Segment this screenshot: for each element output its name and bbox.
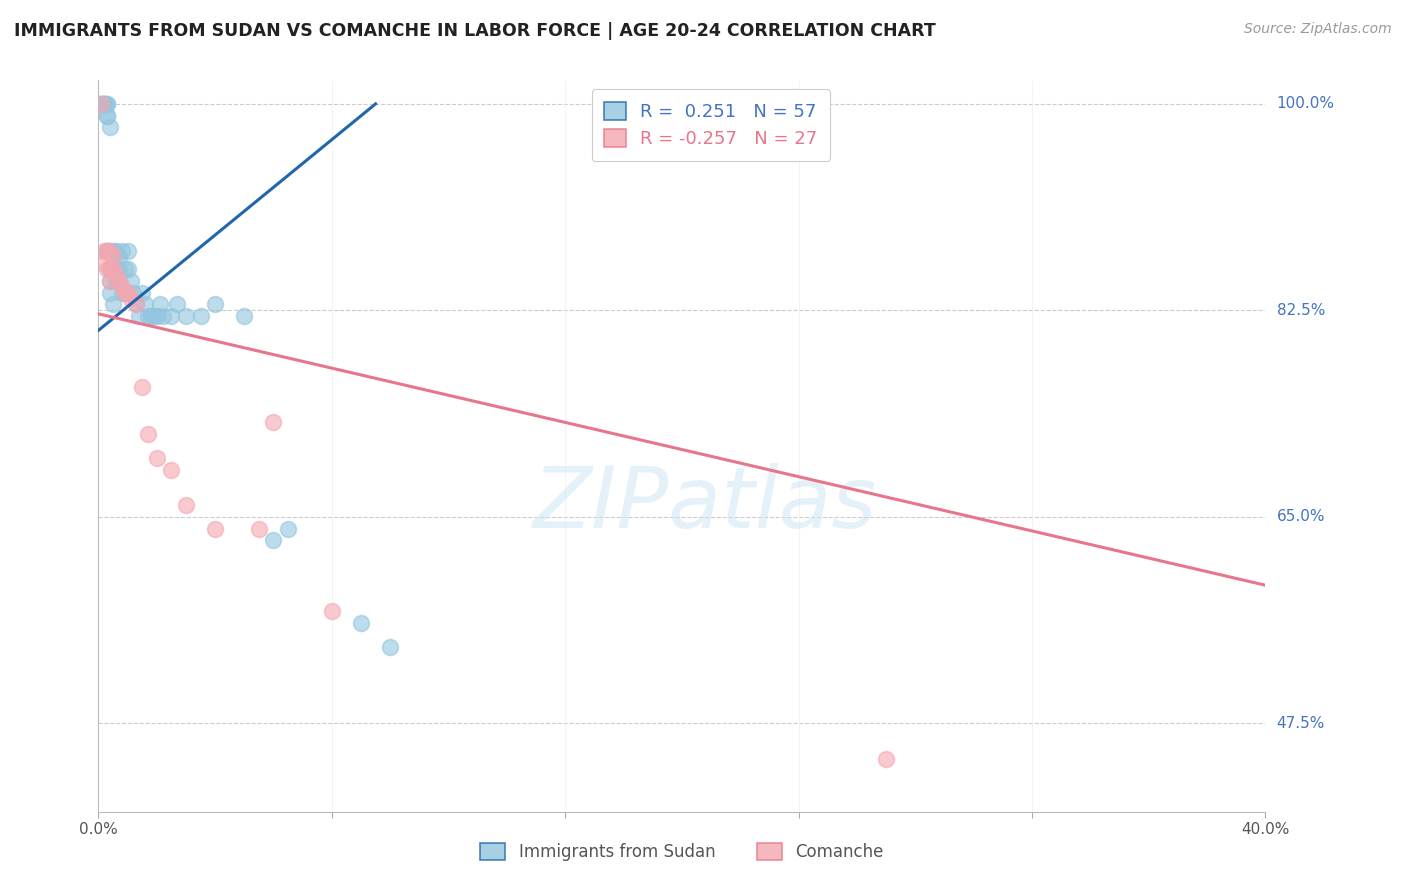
Point xyxy=(98,244,121,259)
Point xyxy=(98,262,121,277)
Point xyxy=(101,262,124,277)
Point xyxy=(90,96,112,111)
Point xyxy=(125,297,148,311)
Point xyxy=(875,751,897,765)
Legend: Immigrants from Sudan, Comanche: Immigrants from Sudan, Comanche xyxy=(472,834,891,869)
Point xyxy=(93,96,115,111)
Point xyxy=(93,96,115,111)
Point xyxy=(120,274,142,288)
Point xyxy=(96,244,118,259)
Point xyxy=(160,310,183,324)
Point xyxy=(93,96,115,111)
Point xyxy=(90,96,112,111)
Point xyxy=(108,274,131,288)
Point xyxy=(96,244,118,259)
Point xyxy=(247,522,270,536)
Point xyxy=(96,96,118,111)
Point xyxy=(125,297,148,311)
Point xyxy=(104,268,127,282)
Point xyxy=(166,297,188,311)
Point xyxy=(101,244,124,259)
Point xyxy=(108,250,131,264)
Point xyxy=(108,274,131,288)
Point xyxy=(104,274,127,288)
Point xyxy=(321,604,343,618)
Point xyxy=(96,244,118,259)
Point xyxy=(101,256,124,270)
Point xyxy=(146,450,169,465)
Point xyxy=(93,256,115,270)
Point xyxy=(139,310,162,324)
Point xyxy=(190,310,212,324)
Point xyxy=(146,310,169,324)
Point xyxy=(117,244,139,259)
Point xyxy=(120,292,142,306)
Point xyxy=(204,297,226,311)
Point xyxy=(136,427,159,442)
Point xyxy=(204,522,226,536)
Point xyxy=(134,297,156,311)
Point xyxy=(96,109,118,123)
Point xyxy=(149,297,172,311)
Point xyxy=(262,533,284,548)
Point xyxy=(160,462,183,476)
Point xyxy=(277,522,299,536)
Point xyxy=(96,109,118,123)
Point xyxy=(98,285,121,300)
Point xyxy=(101,297,124,311)
Point xyxy=(117,262,139,277)
Point xyxy=(233,310,256,324)
Text: 82.5%: 82.5% xyxy=(1277,302,1324,318)
Point xyxy=(104,262,127,277)
Point xyxy=(114,285,136,300)
Point xyxy=(122,285,145,300)
Point xyxy=(93,244,115,259)
Point xyxy=(96,262,118,277)
Text: 65.0%: 65.0% xyxy=(1277,509,1324,524)
Point xyxy=(98,274,121,288)
Point xyxy=(114,262,136,277)
Text: ZIPatlas: ZIPatlas xyxy=(533,463,877,546)
Point xyxy=(380,640,402,654)
Point xyxy=(262,416,284,430)
Point xyxy=(90,96,112,111)
Point xyxy=(98,262,121,277)
Point xyxy=(111,279,134,293)
Point xyxy=(174,310,197,324)
Point xyxy=(90,96,112,111)
Point xyxy=(350,615,373,630)
Point xyxy=(114,285,136,300)
Point xyxy=(98,244,121,259)
Point xyxy=(136,310,159,324)
Point xyxy=(101,262,124,277)
Point xyxy=(111,285,134,300)
Point xyxy=(96,96,118,111)
Point xyxy=(152,310,174,324)
Point xyxy=(131,380,153,394)
Point xyxy=(101,250,124,264)
Point xyxy=(128,310,150,324)
Point xyxy=(93,96,115,111)
Point xyxy=(111,244,134,259)
Point xyxy=(104,244,127,259)
Text: 47.5%: 47.5% xyxy=(1277,715,1324,731)
Point xyxy=(117,285,139,300)
Point xyxy=(131,285,153,300)
Point xyxy=(108,262,131,277)
Text: IMMIGRANTS FROM SUDAN VS COMANCHE IN LABOR FORCE | AGE 20-24 CORRELATION CHART: IMMIGRANTS FROM SUDAN VS COMANCHE IN LAB… xyxy=(14,22,936,40)
Point xyxy=(174,498,197,512)
Text: 100.0%: 100.0% xyxy=(1277,96,1334,112)
Point xyxy=(142,310,165,324)
Point xyxy=(98,274,121,288)
Point xyxy=(98,120,121,135)
Point xyxy=(93,96,115,111)
Text: Source: ZipAtlas.com: Source: ZipAtlas.com xyxy=(1244,22,1392,37)
